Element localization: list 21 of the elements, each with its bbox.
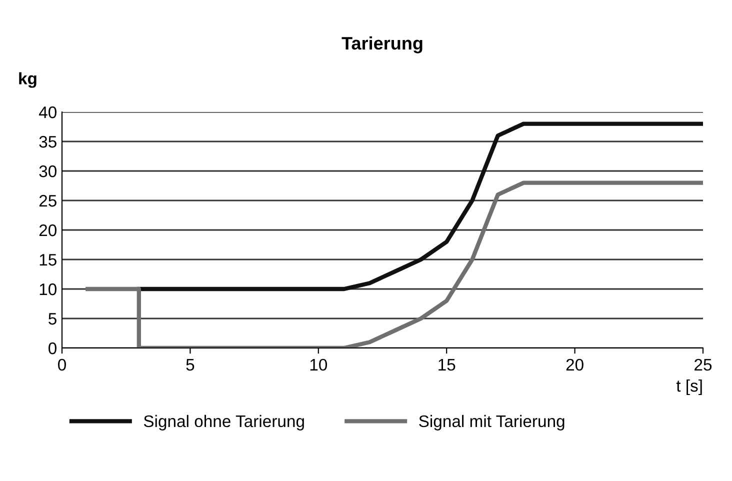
y-tick-label: 20 [39, 224, 56, 236]
y-tick-label: 15 [40, 254, 56, 266]
y-tick-label: 0 [48, 342, 56, 354]
y-tick-label: 5 [48, 313, 56, 325]
legend-label: Signal mit Tarierung [419, 414, 564, 430]
x-tick-label: 20 [566, 358, 584, 371]
x-tick-label: 10 [310, 358, 328, 371]
x-tick-label: 15 [438, 359, 456, 371]
y-tick-label: 30 [39, 165, 56, 178]
y-tick-label: 10 [40, 283, 56, 296]
line-series [86, 180, 703, 348]
chart-title: Tarierung [342, 36, 422, 54]
x-tick-label: 25 [694, 358, 712, 371]
y-tick-label: 40 [38, 106, 56, 118]
y-axis-title: kg [19, 72, 36, 88]
y-tick-label: 25 [39, 194, 56, 207]
x-axis-title: t [s] [676, 380, 702, 396]
legend-label: Signal ohne Tarierung [144, 414, 304, 430]
y-tick-label: 35 [39, 136, 56, 148]
x-tick-label: 0 [58, 358, 66, 371]
x-tick-label: 5 [186, 359, 194, 371]
